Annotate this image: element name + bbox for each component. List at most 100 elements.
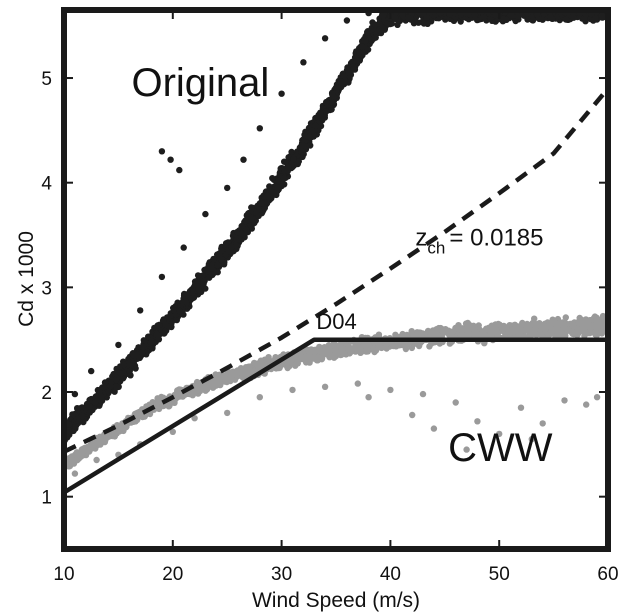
data-point <box>191 281 199 288</box>
data-point <box>561 397 568 404</box>
data-point <box>158 148 166 155</box>
data-point <box>356 49 363 56</box>
data-point <box>280 174 287 182</box>
data-point <box>397 0 403 6</box>
data-point <box>599 321 607 329</box>
data-point <box>137 307 144 314</box>
data-point <box>561 321 568 329</box>
data-point <box>284 364 291 372</box>
data-point <box>531 0 537 6</box>
data-point <box>522 0 528 6</box>
data-point <box>457 1 463 7</box>
data-point <box>71 390 79 398</box>
data-point <box>517 322 524 330</box>
data-point <box>471 324 478 332</box>
data-point <box>432 1 438 7</box>
data-point <box>174 387 181 394</box>
data-point <box>517 1 523 7</box>
data-point <box>95 388 103 395</box>
data-point <box>462 1 468 7</box>
data-point <box>191 415 198 422</box>
data-point <box>188 295 195 303</box>
data-point <box>527 1 533 7</box>
data-point <box>413 0 419 6</box>
data-point <box>452 399 459 406</box>
data-point <box>474 418 481 425</box>
data-point <box>507 0 513 6</box>
data-point <box>585 0 591 4</box>
data-point <box>115 341 122 349</box>
data-point <box>541 326 549 334</box>
y-tick-label: 4 <box>41 174 52 195</box>
data-point <box>330 93 338 101</box>
x-tick-label: 60 <box>597 564 618 585</box>
data-point <box>440 1 446 7</box>
data-point <box>469 0 475 6</box>
data-point <box>319 114 326 121</box>
data-point <box>158 273 166 281</box>
zch-label: zch = 0.0185 <box>415 224 543 257</box>
data-point <box>183 298 190 306</box>
data-point <box>604 0 610 6</box>
data-point <box>140 337 147 344</box>
data-point <box>365 394 372 401</box>
x-tick-label: 10 <box>53 564 74 585</box>
data-point <box>308 127 316 134</box>
data-point <box>507 0 513 6</box>
data-point <box>557 327 564 334</box>
data-point <box>202 210 209 218</box>
data-point <box>196 273 204 281</box>
data-point <box>210 255 217 263</box>
data-point <box>376 340 383 347</box>
data-point <box>480 331 488 338</box>
data-point <box>140 343 147 351</box>
data-point <box>424 327 432 335</box>
data-point <box>463 326 470 333</box>
data-point <box>195 285 202 293</box>
zch-label-symbol: z <box>415 224 427 251</box>
y-tick-label: 3 <box>41 278 52 299</box>
data-point <box>258 200 265 207</box>
data-point <box>457 0 463 4</box>
data-point <box>430 425 438 432</box>
data-point <box>275 177 282 185</box>
data-point <box>586 329 593 337</box>
data-point <box>546 0 552 6</box>
data-point <box>227 373 235 380</box>
data-point <box>471 1 477 7</box>
data-point <box>306 349 313 356</box>
data-point <box>423 14 430 21</box>
zch-label-value: = 0.0185 <box>449 224 543 251</box>
data-point <box>224 409 231 417</box>
data-point <box>562 332 569 339</box>
data-point <box>454 0 460 6</box>
data-point <box>338 78 346 86</box>
data-point <box>323 98 330 106</box>
data-point <box>473 330 480 338</box>
data-point <box>528 329 535 336</box>
data-point <box>290 155 297 163</box>
data-point <box>285 163 292 170</box>
data-point <box>340 72 348 80</box>
data-point <box>516 1 522 7</box>
data-point <box>134 414 141 422</box>
data-point <box>284 359 291 366</box>
data-point <box>524 0 530 6</box>
data-point <box>585 321 592 328</box>
data-point <box>562 314 569 321</box>
data-point <box>167 312 174 319</box>
data-point <box>224 239 232 246</box>
data-point <box>529 17 537 24</box>
data-point <box>117 425 125 432</box>
data-point <box>535 1 541 7</box>
data-point <box>463 446 470 453</box>
data-point <box>551 0 557 3</box>
data-point <box>300 59 307 66</box>
data-point <box>408 328 415 335</box>
data-point <box>195 381 202 388</box>
data-point <box>318 356 325 363</box>
data-point <box>93 456 100 464</box>
data-point <box>326 350 333 358</box>
data-point <box>442 326 449 333</box>
original-label: Original <box>131 61 269 105</box>
